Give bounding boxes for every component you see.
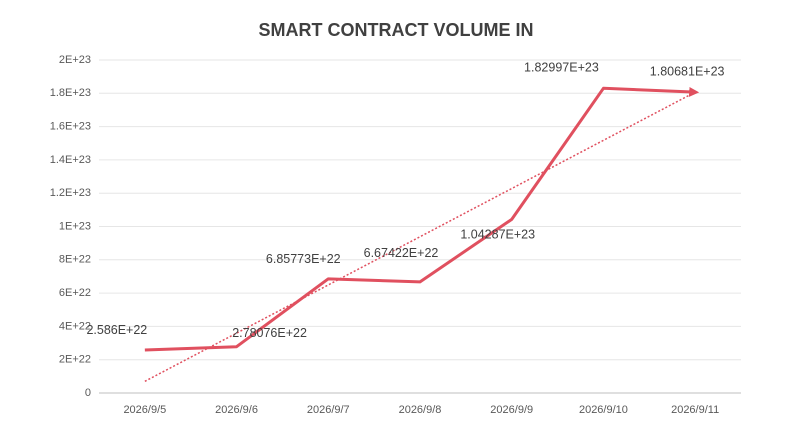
x-tick-label: 2026/9/6: [215, 404, 258, 416]
y-tick-label: 2E+22: [59, 354, 91, 366]
x-tick-label: 2026/9/9: [490, 404, 533, 416]
y-tick-label: 1.2E+23: [50, 187, 91, 199]
y-tick-label: 1.6E+23: [50, 121, 91, 133]
data-label: 6.67422E+22: [364, 246, 439, 260]
data-label: 1.04287E+23: [460, 228, 535, 242]
data-label: 1.82997E+23: [524, 61, 599, 75]
x-tick-label: 2026/9/10: [579, 404, 628, 416]
x-tick-label: 2026/9/8: [399, 404, 442, 416]
chart-title: SMART CONTRACT VOLUME IN: [259, 20, 534, 40]
data-label: 6.85773E+22: [266, 252, 341, 266]
y-tick-label: 2E+23: [59, 54, 91, 66]
trend-line: [144, 91, 696, 382]
y-tick-label: 1E+23: [59, 220, 91, 232]
data-label: 2.78076E+22: [232, 326, 307, 340]
y-tick-label: 0: [85, 387, 91, 399]
y-tick-label: 8E+22: [59, 254, 91, 266]
x-tick-label: 2026/9/7: [307, 404, 350, 416]
x-tick-label: 2026/9/5: [123, 404, 166, 416]
data-label: 2.586E+22: [86, 323, 147, 337]
y-tick-label: 6E+22: [59, 287, 91, 299]
y-tick-label: 1.4E+23: [50, 154, 91, 166]
y-tick-label: 4E+22: [59, 320, 91, 332]
series-line: [144, 86, 700, 352]
y-tick-label: 1.8E+23: [50, 87, 91, 99]
x-tick-label: 2026/9/11: [671, 404, 719, 416]
data-label: 1.80681E+23: [650, 64, 725, 78]
